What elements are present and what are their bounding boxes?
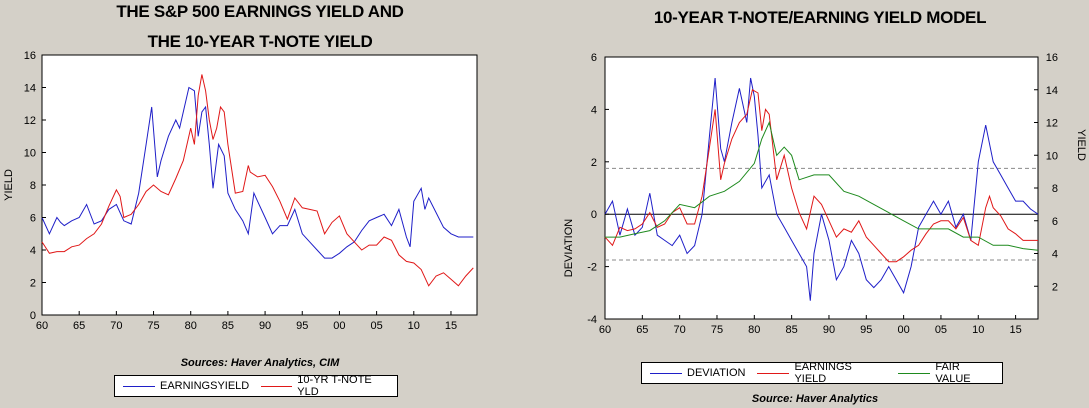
right-x-tick-label: 95 bbox=[860, 324, 872, 336]
right-x-tick-label: 65 bbox=[636, 324, 648, 336]
legend-item-deviation: DEVIATION bbox=[650, 367, 745, 379]
left-x-tick-label: 65 bbox=[73, 320, 85, 332]
legend-item-fair-value: FAIR VALUE bbox=[898, 361, 998, 385]
right-series-line-blue bbox=[604, 77, 1039, 301]
left-chart-title-line1: THE S&P 500 EARNINGS YIELD AND bbox=[116, 2, 404, 21]
left-x-tick-label: 95 bbox=[296, 320, 308, 332]
right-plot-area bbox=[604, 56, 1039, 320]
left-x-tick-label: 90 bbox=[259, 320, 271, 332]
legend-label: DEVIATION bbox=[687, 367, 746, 379]
legend-label: 10-YR T-NOTE YLD bbox=[297, 374, 372, 398]
legend-swatch-red bbox=[757, 372, 790, 374]
right-left-y-tick-label: 2 bbox=[591, 157, 597, 169]
left-y-tick-label: 14 bbox=[24, 83, 36, 95]
legend-swatch-blue bbox=[123, 385, 155, 387]
right-right-y-tick-label: 12 bbox=[1046, 118, 1058, 130]
left-legend: EARNINGSYIELD 10-YR T-NOTE YLD bbox=[114, 374, 398, 398]
right-x-tick-label: 05 bbox=[935, 324, 947, 336]
legend-label: EARNINGS YIELD bbox=[794, 361, 852, 385]
right-series-group bbox=[604, 77, 1039, 301]
left-x-tick-label: 85 bbox=[222, 320, 234, 332]
right-right-y-tick-label: 8 bbox=[1052, 183, 1058, 195]
left-y-tick-label: 6 bbox=[30, 213, 36, 225]
left-series-line-red bbox=[41, 74, 474, 287]
left-x-tick-label: 00 bbox=[333, 320, 345, 332]
right-x-tick-label: 15 bbox=[1009, 324, 1021, 336]
left-y-tick-label: 16 bbox=[24, 50, 36, 62]
left-chart-title-line2: THE 10-YEAR T-NOTE YIELD bbox=[147, 32, 373, 51]
legend-item-earnings-yield: EARNINGS YIELD bbox=[757, 361, 886, 385]
right-right-y-tick-label: 10 bbox=[1046, 150, 1058, 162]
legend-label: FAIR VALUE bbox=[935, 361, 971, 385]
right-left-y-tick-label: 4 bbox=[591, 104, 597, 116]
right-left-y-axis-label: DEVIATION bbox=[563, 219, 575, 278]
right-left-y-tick-label: 0 bbox=[591, 209, 597, 221]
right-x-tick-label: 60 bbox=[599, 324, 611, 336]
right-series-line-green bbox=[605, 120, 1039, 251]
right-right-y-tick-label: 16 bbox=[1046, 52, 1058, 64]
right-series-line-red bbox=[604, 89, 1038, 263]
legend-item-earnings-yield: EARNINGSYIELD bbox=[123, 380, 249, 392]
left-y-tick-label: 8 bbox=[30, 180, 36, 192]
left-x-tick-label: 05 bbox=[370, 320, 382, 332]
left-y-axis-label: YIELD bbox=[3, 169, 15, 201]
right-x-tick-label: 70 bbox=[674, 324, 686, 336]
right-x-tick-label: 10 bbox=[972, 324, 984, 336]
right-x-tick-label: 90 bbox=[823, 324, 835, 336]
right-x-tick-label: 80 bbox=[748, 324, 760, 336]
legend-label: EARNINGSYIELD bbox=[160, 380, 250, 392]
right-x-tick-label: 00 bbox=[897, 324, 909, 336]
right-left-y-tick-label: 6 bbox=[591, 52, 597, 64]
left-series-group bbox=[41, 74, 474, 287]
right-chart-title: 10-YEAR T-NOTE/EARNING YIELD MODEL bbox=[653, 8, 987, 27]
right-right-y-tick-label: 2 bbox=[1052, 281, 1058, 293]
legend-swatch-green bbox=[898, 372, 931, 374]
right-source-note: Source: Haver Analytics bbox=[751, 393, 879, 405]
right-right-y-tick-label: 4 bbox=[1052, 249, 1058, 261]
left-y-tick-label: 0 bbox=[30, 310, 36, 322]
right-right-y-axis-label: YIELD bbox=[1075, 129, 1087, 161]
left-x-tick-label: 80 bbox=[185, 320, 197, 332]
right-left-y-tick-label: -4 bbox=[587, 314, 597, 326]
right-right-y-tick-label: 14 bbox=[1046, 85, 1058, 97]
left-x-tick-label: 15 bbox=[445, 320, 457, 332]
legend-swatch-blue bbox=[650, 372, 682, 374]
left-x-tick-label: 75 bbox=[147, 320, 159, 332]
right-legend: DEVIATION EARNINGS YIELD FAIR VALUE bbox=[641, 361, 1003, 385]
left-y-tick-label: 2 bbox=[30, 278, 36, 290]
left-y-tick-label: 10 bbox=[24, 148, 36, 160]
left-plot-area bbox=[41, 54, 478, 316]
right-x-tick-label: 85 bbox=[786, 324, 798, 336]
left-y-tick-label: 12 bbox=[24, 115, 36, 127]
right-x-tick-label: 75 bbox=[711, 324, 723, 336]
left-source-note: Sources: Haver Analytics, CIM bbox=[180, 357, 340, 369]
legend-swatch-red bbox=[261, 385, 293, 387]
left-x-tick-label: 10 bbox=[408, 320, 420, 332]
legend-item-t-note-yield: 10-YR T-NOTE YLD bbox=[261, 374, 393, 398]
right-left-y-tick-label: -2 bbox=[587, 262, 597, 274]
left-series-line-blue bbox=[41, 86, 474, 259]
right-right-y-tick-label: 6 bbox=[1052, 216, 1058, 228]
left-x-tick-label: 60 bbox=[36, 320, 48, 332]
left-x-tick-label: 70 bbox=[110, 320, 122, 332]
left-y-tick-label: 4 bbox=[30, 245, 36, 257]
